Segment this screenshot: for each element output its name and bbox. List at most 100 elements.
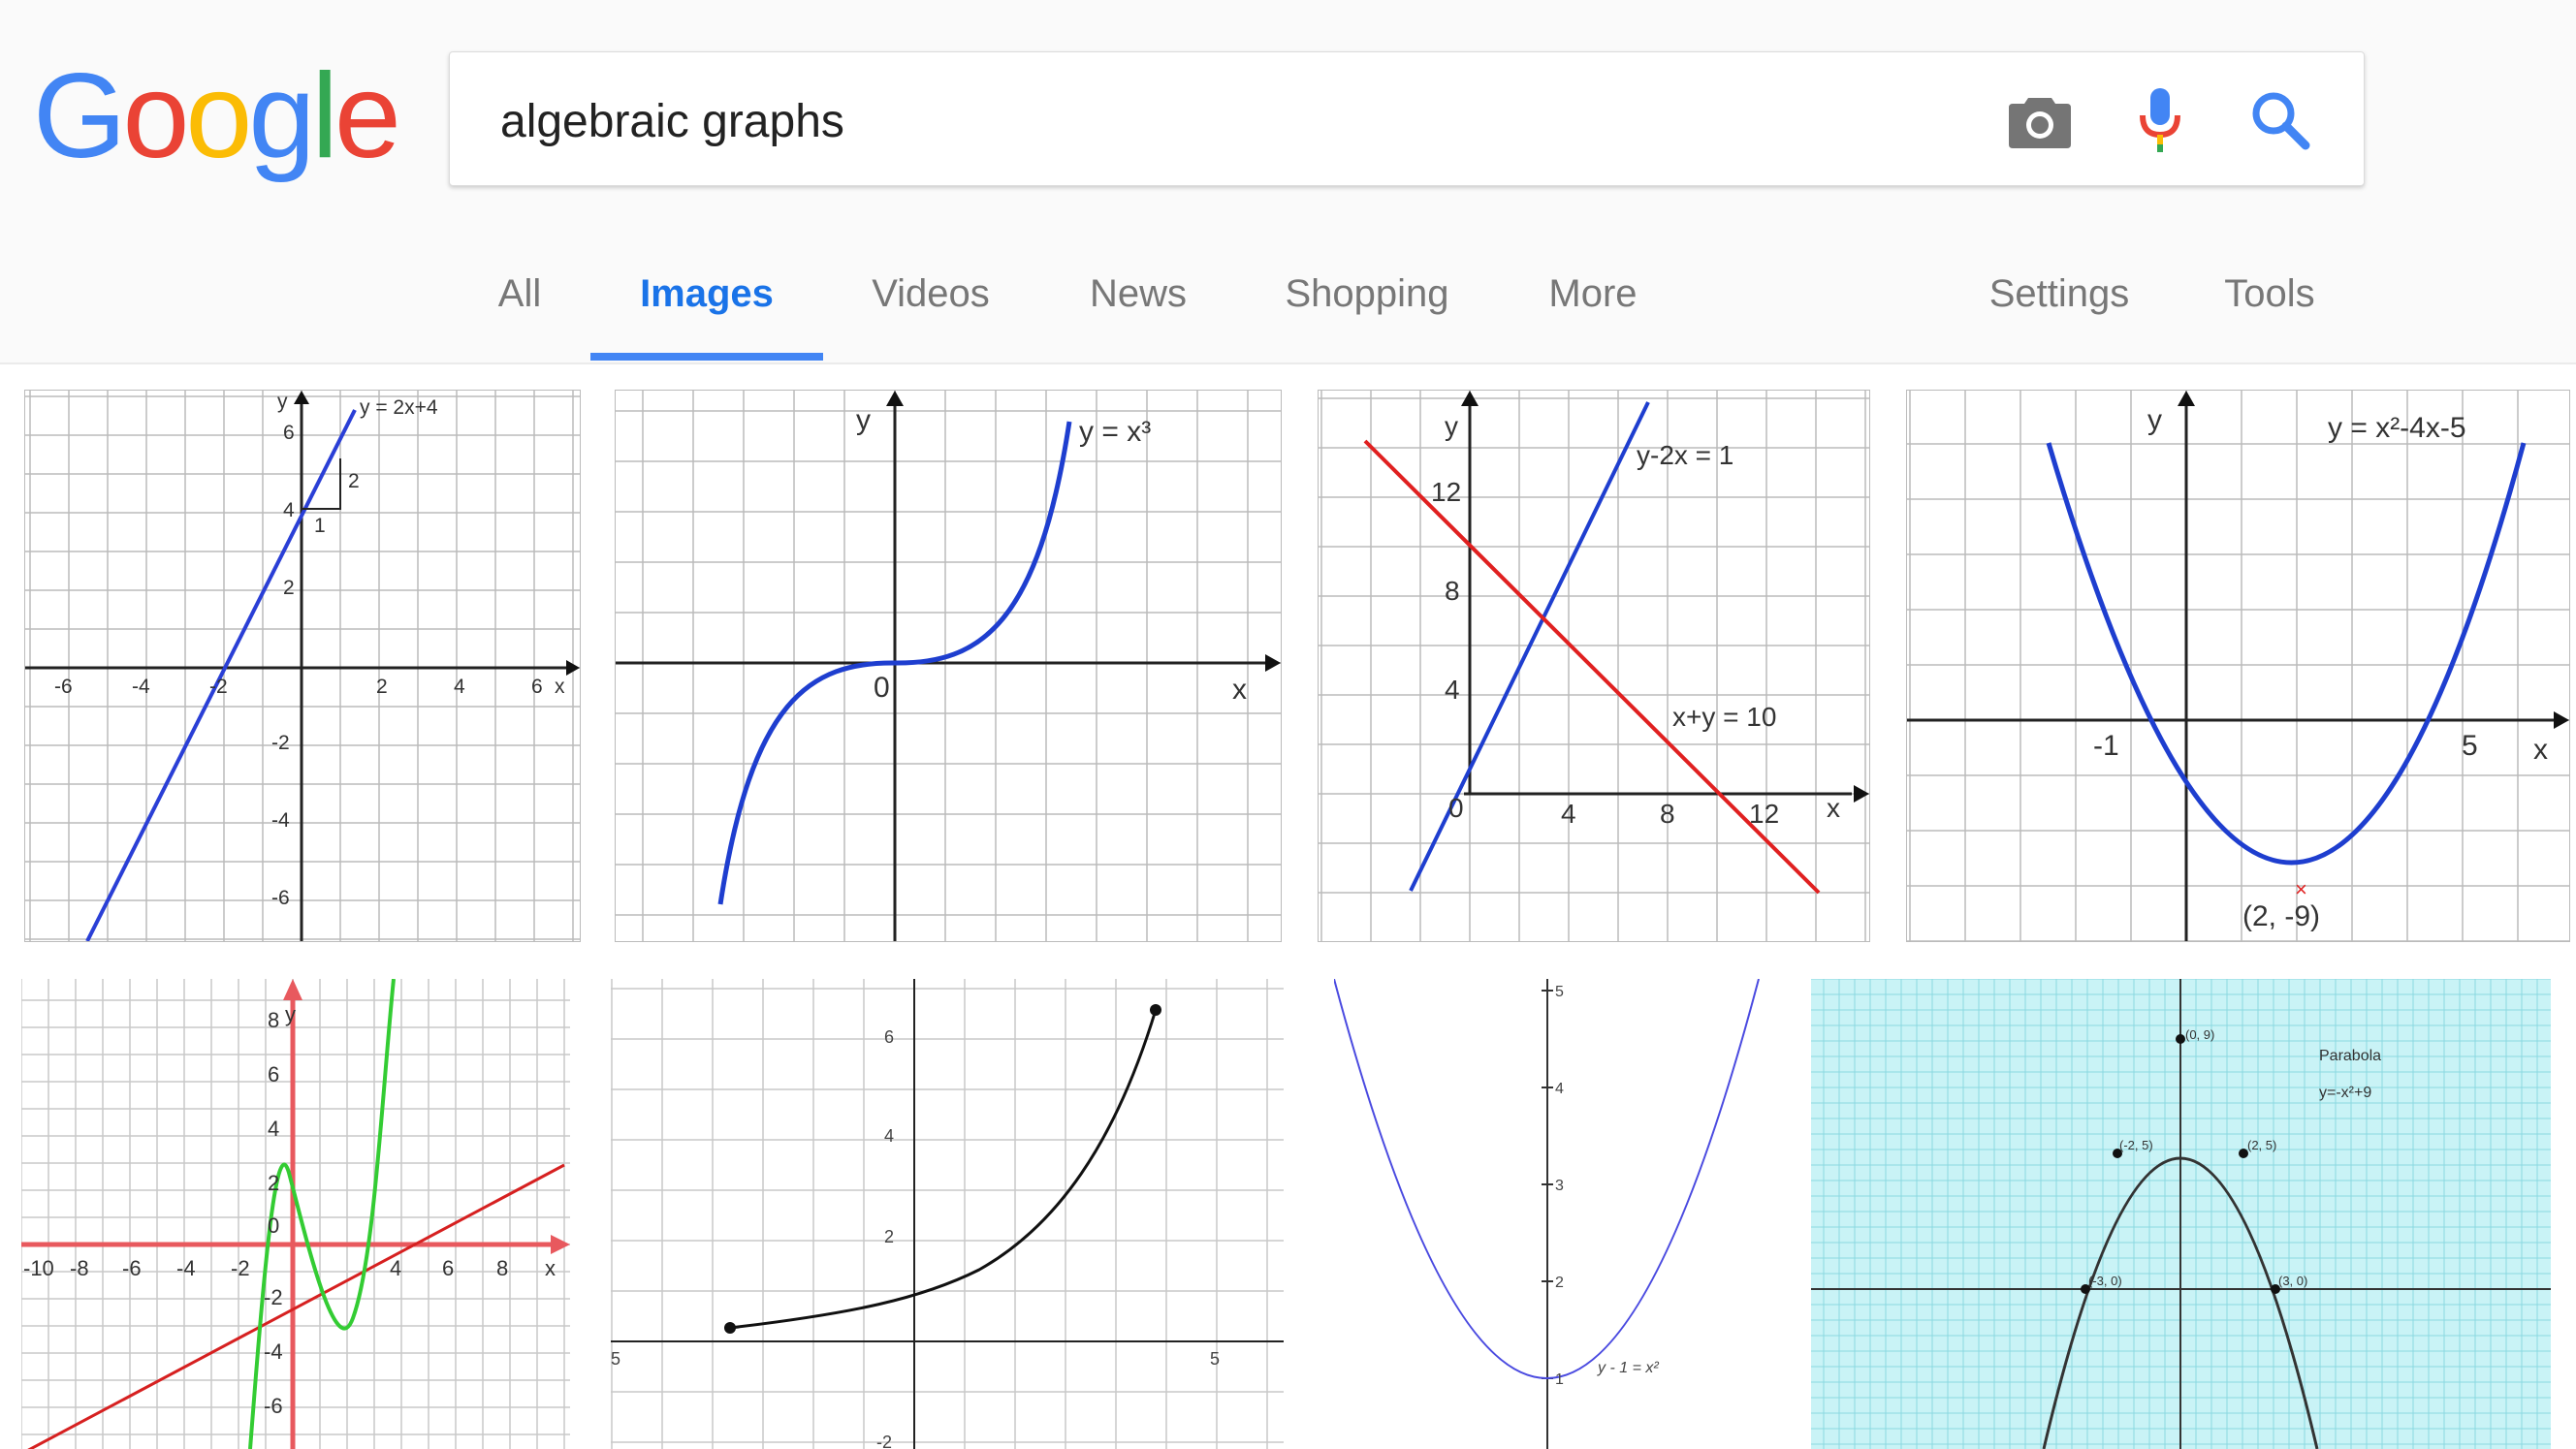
axis-x-label: x bbox=[555, 676, 565, 698]
logo-letter: G bbox=[33, 39, 122, 194]
tick: -2 bbox=[209, 676, 228, 698]
parabola-curve bbox=[2049, 443, 2524, 863]
image-result-linear-system[interactable]: y-2x = 1 x+y = 10 y x 0 4 8 12 12 8 4 bbox=[1318, 390, 1870, 942]
tab-shopping[interactable]: Shopping bbox=[1280, 242, 1454, 361]
image-result-exponential[interactable]: 5 5 6 4 2 -2 bbox=[611, 979, 1284, 1449]
search-icon[interactable] bbox=[2243, 83, 2317, 157]
point-label: (2, 5) bbox=[2247, 1138, 2276, 1152]
tick: 1 bbox=[1555, 1371, 1564, 1388]
axis-x-label: x bbox=[1827, 793, 1840, 823]
tick: 6 bbox=[442, 1256, 454, 1280]
tab-more[interactable]: More bbox=[1543, 242, 1642, 361]
search-box bbox=[449, 51, 2365, 186]
logo-letter: e bbox=[334, 39, 398, 194]
root-label: -1 bbox=[2093, 730, 2119, 762]
tick: 4 bbox=[1445, 675, 1460, 705]
tick: -6 bbox=[54, 676, 73, 698]
origin-label: 0 bbox=[874, 672, 890, 704]
point-label: (-3, 0) bbox=[2088, 1274, 2122, 1288]
tick: 4 bbox=[884, 1126, 894, 1146]
axis-y-label: y bbox=[1445, 411, 1458, 441]
microphone-icon[interactable] bbox=[2123, 83, 2197, 157]
google-logo[interactable]: Google bbox=[33, 39, 398, 194]
tick: 4 bbox=[1555, 1081, 1564, 1097]
tab-images[interactable]: Images bbox=[590, 242, 823, 361]
tick: 2 bbox=[884, 1227, 894, 1246]
simple-parabola-graph: 5 4 3 2 1 y - 1 = x² bbox=[1334, 979, 1770, 1449]
tick: -2 bbox=[876, 1433, 892, 1449]
tick: -4 bbox=[264, 1339, 283, 1364]
tick: -8 bbox=[70, 1256, 89, 1280]
image-result-parabola-cyan[interactable]: Parabola y=-x²+9 (0, 9) (-2, 5) (2, 5) (… bbox=[1811, 979, 2551, 1449]
cubic-color-graph: y x -10 -8 -6 -4 -2 4 6 8 8 6 4 2 0 -2 -… bbox=[21, 979, 570, 1449]
slope-run: 1 bbox=[314, 515, 326, 537]
equation-label: y = 2x+4 bbox=[360, 396, 438, 419]
linear-system-graph: y-2x = 1 x+y = 10 y x 0 4 8 12 12 8 4 bbox=[1319, 391, 1869, 941]
parabola-graph: × y = x²-4x-5 y x -1 5 (2, -9) bbox=[1907, 391, 2569, 941]
search-input[interactable] bbox=[498, 81, 1956, 161]
logo-letter: g bbox=[248, 39, 311, 194]
origin-label: 0 bbox=[1448, 793, 1464, 823]
search-tabs: All Images Videos News Shopping More Set… bbox=[0, 242, 2576, 362]
tick: 2 bbox=[1555, 1275, 1564, 1291]
tick: 4 bbox=[454, 676, 465, 698]
root-label: 5 bbox=[2462, 730, 2478, 762]
image-result-cubic[interactable]: y = x³ y x 0 bbox=[615, 390, 1282, 942]
tick: -2 bbox=[271, 732, 290, 754]
axis-x-label: x bbox=[1232, 674, 1247, 706]
cubic-graph: y = x³ y x 0 bbox=[616, 391, 1281, 941]
tick: 4 bbox=[268, 1117, 279, 1141]
tick: -4 bbox=[271, 809, 290, 832]
point-label: (-2, 5) bbox=[2119, 1138, 2153, 1152]
tick: 3 bbox=[1555, 1178, 1564, 1194]
tick: -4 bbox=[132, 676, 150, 698]
chart-title: Parabola bbox=[2319, 1048, 2381, 1064]
tick: 4 bbox=[1561, 799, 1576, 829]
logo-letter: o bbox=[185, 39, 248, 194]
image-result-parabola[interactable]: × y = x²-4x-5 y x -1 5 (2, -9) bbox=[1906, 390, 2570, 942]
image-result-linear[interactable]: y = 2x+4 2 1 y x -6 -4 -2 2 4 6 -2 -4 -6… bbox=[24, 390, 581, 942]
tick: -10 bbox=[23, 1256, 54, 1280]
tick: -4 bbox=[176, 1256, 196, 1280]
tick: 8 bbox=[1445, 576, 1460, 606]
tick: 5 bbox=[1555, 984, 1564, 1000]
tick: 6 bbox=[531, 676, 543, 698]
logo-letter: l bbox=[311, 39, 334, 194]
axis-x-label: x bbox=[545, 1256, 556, 1280]
tick: 2 bbox=[268, 1171, 279, 1195]
equation-label: y = x²-4x-5 bbox=[2328, 412, 2466, 444]
tick: 2 bbox=[376, 676, 388, 698]
equation-label: y=-x²+9 bbox=[2319, 1085, 2371, 1101]
camera-icon[interactable] bbox=[2003, 83, 2077, 157]
tick: 5 bbox=[1210, 1349, 1220, 1369]
axis-y-label: y bbox=[277, 391, 288, 413]
tick: 8 bbox=[268, 1008, 279, 1032]
logo-letter: o bbox=[122, 39, 185, 194]
tick: -2 bbox=[231, 1256, 250, 1280]
tick: 6 bbox=[283, 422, 295, 444]
tab-videos[interactable]: Videos bbox=[867, 242, 995, 361]
tick: 6 bbox=[268, 1062, 279, 1087]
tab-settings[interactable]: Settings bbox=[1986, 242, 2133, 361]
tab-news[interactable]: News bbox=[1084, 242, 1193, 361]
image-result-cubic-color[interactable]: y x -10 -8 -6 -4 -2 4 6 8 8 6 4 2 0 -2 -… bbox=[21, 979, 570, 1449]
line-blue bbox=[1411, 402, 1648, 891]
tick: 12 bbox=[1749, 799, 1779, 829]
image-result-simple-parabola[interactable]: 5 4 3 2 1 y - 1 = x² bbox=[1334, 979, 1770, 1449]
equation-label: y = x³ bbox=[1079, 416, 1151, 448]
point-label: (0, 9) bbox=[2185, 1027, 2214, 1042]
tick: 8 bbox=[1660, 799, 1675, 829]
tick: -6 bbox=[122, 1256, 142, 1280]
tick: 5 bbox=[611, 1349, 620, 1369]
equation-label-1: y-2x = 1 bbox=[1637, 440, 1733, 470]
tick: 2 bbox=[283, 577, 295, 599]
tick: -2 bbox=[264, 1285, 283, 1309]
equation-label-2: x+y = 10 bbox=[1672, 702, 1776, 732]
header-bar: Google All Images bbox=[0, 0, 2576, 364]
axis-y-label: y bbox=[856, 404, 871, 436]
tab-all[interactable]: All bbox=[493, 242, 547, 361]
tick: 6 bbox=[884, 1027, 894, 1047]
tick: -6 bbox=[264, 1394, 283, 1418]
tab-tools[interactable]: Tools bbox=[2222, 242, 2317, 361]
tick: 8 bbox=[496, 1256, 508, 1280]
